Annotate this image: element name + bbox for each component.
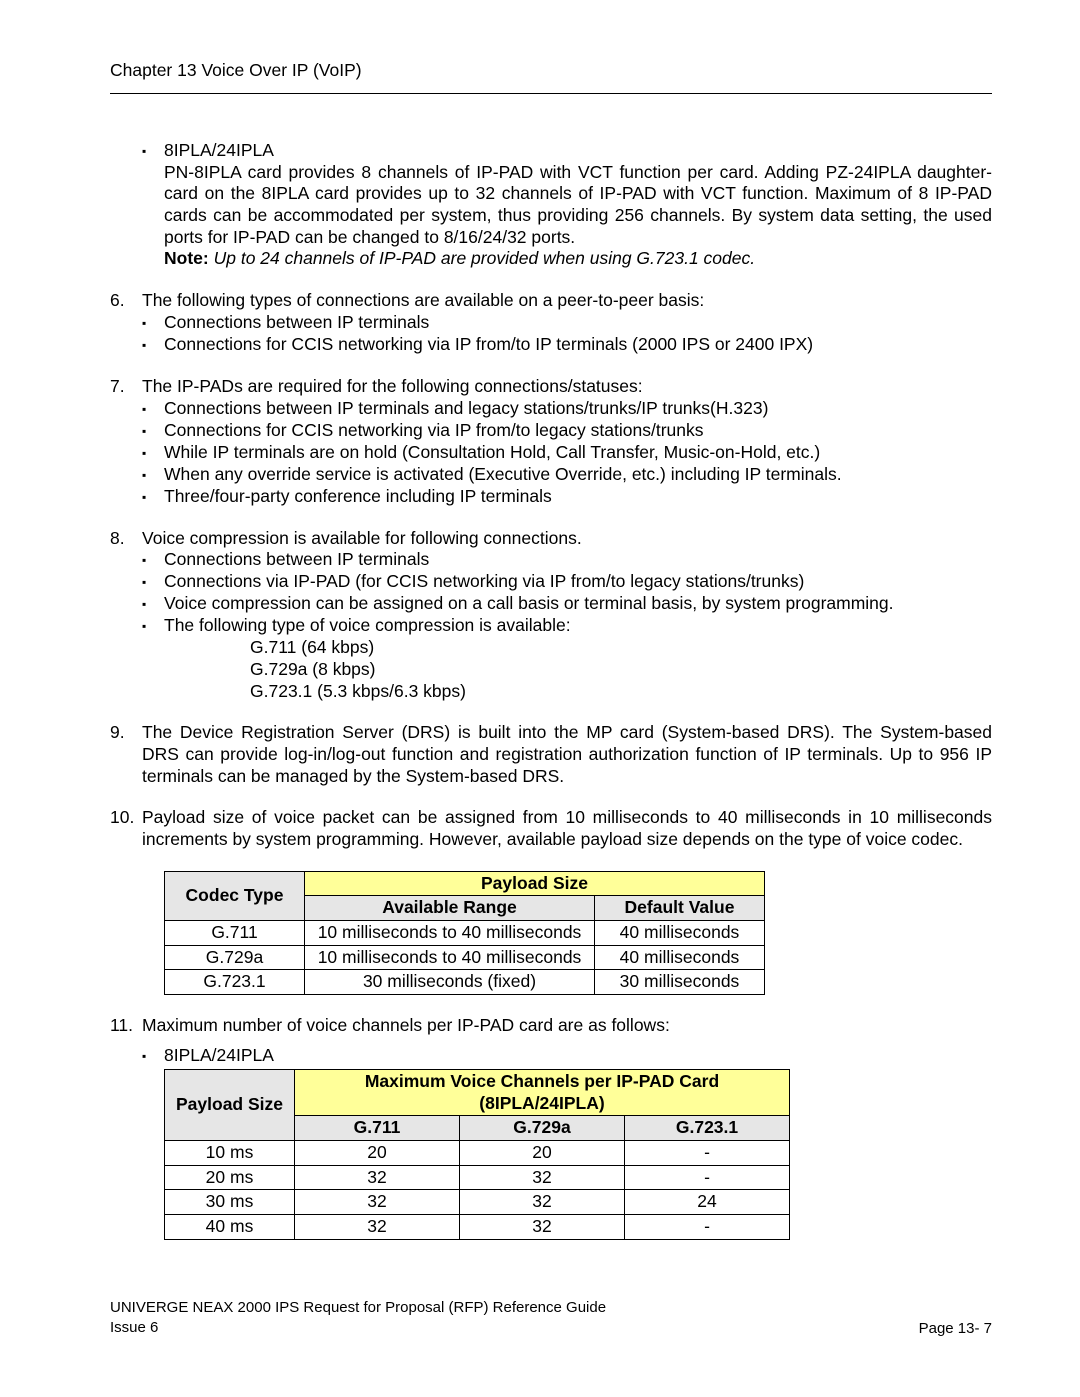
item11: 11. Maximum number of voice channels per…	[110, 1015, 992, 1037]
item9-body: The Device Registration Server (DRS) is …	[142, 722, 992, 787]
t2-payload-header: Payload Size	[165, 1069, 295, 1140]
chapter-header: Chapter 13 Voice Over IP (VoIP)	[110, 60, 992, 81]
bullet-square-icon: ▪	[142, 140, 164, 162]
item5-body: PN-8IPLA card provides 8 channels of IP-…	[164, 162, 992, 249]
bullet-square-icon: ▪	[142, 571, 164, 593]
item6-b1: Connections for CCIS networking via IP f…	[164, 334, 813, 356]
footer-issue: Issue 6	[110, 1319, 158, 1336]
item6-b0: Connections between IP terminals	[164, 312, 429, 334]
bullet-square-icon: ▪	[142, 334, 164, 356]
item10-body: Payload size of voice packet can be assi…	[142, 807, 992, 850]
item7: 7. The IP-PADs are required for the foll…	[110, 376, 992, 508]
bullet-square-icon: ▪	[142, 593, 164, 615]
bullet-square-icon: ▪	[142, 1045, 164, 1067]
item8-b1: Connections via IP-PAD (for CCIS network…	[164, 571, 804, 593]
table-row: 10 ms2020-	[165, 1140, 790, 1165]
footer-page: Page 13- 7	[919, 1320, 992, 1337]
list-number: 10.	[110, 807, 142, 829]
page-footer: UNIVERGE NEAX 2000 IPS Request for Propo…	[110, 1298, 992, 1337]
table-row: G.729a 10 milliseconds to 40 millisecond…	[165, 945, 765, 970]
table-row: 30 ms323224	[165, 1190, 790, 1215]
list-number: 11.	[110, 1015, 142, 1037]
item10: 10. Payload size of voice packet can be …	[110, 807, 992, 850]
bullet-square-icon: ▪	[142, 312, 164, 334]
codec-payload-table: Codec Type Payload Size Available Range …	[164, 871, 765, 995]
item7-b4: Three/four-party conference including IP…	[164, 486, 552, 508]
bullet-square-icon: ▪	[142, 442, 164, 464]
channels-table: Payload Size Maximum Voice Channels per …	[164, 1069, 790, 1240]
list-number: 8.	[110, 528, 142, 550]
bullet-square-icon: ▪	[142, 486, 164, 508]
item6-lead: The following types of connections are a…	[142, 290, 992, 312]
t1-codec-type-header: Codec Type	[165, 871, 305, 920]
bullet-square-icon: ▪	[142, 549, 164, 571]
item5-sub-bullet: ▪ 8IPLA/24IPLA PN-8IPLA card provides 8 …	[142, 140, 992, 270]
codec-0: G.711 (64 kbps)	[250, 637, 992, 659]
item8-lead: Voice compression is available for follo…	[142, 528, 992, 550]
t2-sub2: G.723.1	[625, 1116, 790, 1141]
item5-title: 8IPLA/24IPLA	[164, 140, 992, 162]
t2-sub0: G.711	[295, 1116, 460, 1141]
table-row: 40 ms3232-	[165, 1214, 790, 1239]
item8-b0: Connections between IP terminals	[164, 549, 429, 571]
item5-note: Note: Up to 24 channels of IP-PAD are pr…	[164, 248, 992, 270]
bullet-square-icon: ▪	[142, 615, 164, 637]
footer-line1: UNIVERGE NEAX 2000 IPS Request for Propo…	[110, 1299, 606, 1316]
item7-lead: The IP-PADs are required for the followi…	[142, 376, 992, 398]
note-body: Up to 24 channels of IP-PAD are provided…	[214, 248, 756, 268]
page-content: ▪ 8IPLA/24IPLA PN-8IPLA card provides 8 …	[110, 140, 992, 1240]
t1-sub1: Default Value	[595, 896, 765, 921]
header-rule	[110, 93, 992, 94]
item11-sub: ▪ 8IPLA/24IPLA Payload Size Maximum Voic…	[142, 1045, 992, 1240]
item9: 9. The Device Registration Server (DRS) …	[110, 722, 992, 787]
item7-b1: Connections for CCIS networking via IP f…	[164, 420, 704, 442]
t1-sub0: Available Range	[305, 896, 595, 921]
t1-payload-size-header: Payload Size	[305, 871, 765, 896]
document-page: Chapter 13 Voice Over IP (VoIP) ▪ 8IPLA/…	[0, 0, 1080, 1397]
note-label: Note:	[164, 248, 209, 268]
item7-b2: While IP terminals are on hold (Consulta…	[164, 442, 820, 464]
item8-b3: The following type of voice compression …	[164, 615, 571, 637]
codec-2: G.723.1 (5.3 kbps/6.3 kbps)	[250, 681, 992, 703]
item11-sub-label: 8IPLA/24IPLA	[164, 1045, 274, 1067]
table-row: G.711 10 milliseconds to 40 milliseconds…	[165, 921, 765, 946]
table-row: 20 ms3232-	[165, 1165, 790, 1190]
bullet-square-icon: ▪	[142, 398, 164, 420]
item11-lead: Maximum number of voice channels per IP-…	[142, 1015, 992, 1037]
table-row: G.723.1 30 milliseconds (fixed) 30 milli…	[165, 970, 765, 995]
item8: 8. Voice compression is available for fo…	[110, 528, 992, 703]
item6: 6. The following types of connections ar…	[110, 290, 992, 356]
t2-top-header: Maximum Voice Channels per IP-PAD Card (…	[295, 1069, 790, 1115]
bullet-square-icon: ▪	[142, 464, 164, 486]
list-number: 6.	[110, 290, 142, 312]
t2-sub1: G.729a	[460, 1116, 625, 1141]
item7-b3: When any override service is activated (…	[164, 464, 842, 486]
item7-b0: Connections between IP terminals and leg…	[164, 398, 768, 420]
bullet-square-icon: ▪	[142, 420, 164, 442]
codec-1: G.729a (8 kbps)	[250, 659, 992, 681]
list-number: 9.	[110, 722, 142, 744]
item8-b2: Voice compression can be assigned on a c…	[164, 593, 894, 615]
list-number: 7.	[110, 376, 142, 398]
